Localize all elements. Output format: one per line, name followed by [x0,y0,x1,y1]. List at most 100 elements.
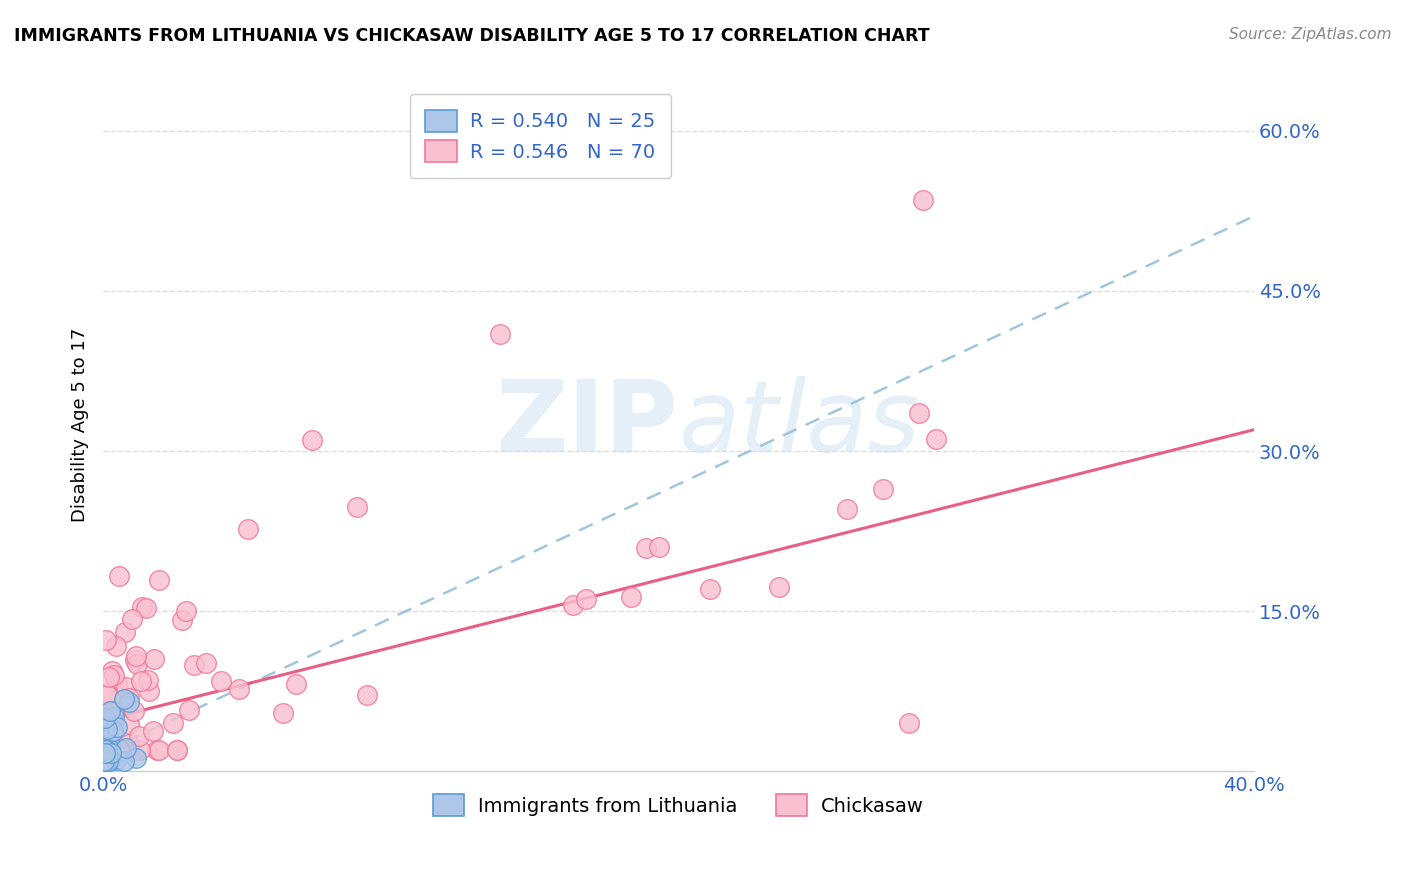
Point [125,649,148,664]
Point [118,716,141,731]
Point [96,723,118,737]
Point [108,743,131,757]
Point [100,664,122,678]
Point [142,724,165,739]
Point [236,522,259,536]
Point [211,673,233,688]
Point [105,720,128,734]
Point [194,656,217,670]
Point [271,706,294,720]
Point [103,710,125,724]
Point [284,676,307,690]
Point [96,686,118,700]
Point [166,743,188,757]
Point [148,574,170,588]
Point [118,691,141,706]
Point [911,193,934,207]
Point [96,688,118,702]
Point [103,704,125,718]
Point [94,711,117,725]
Point [98,670,121,684]
Point [124,652,146,666]
Point [114,625,136,640]
Point [148,743,170,757]
Point [166,743,188,757]
Point [94,633,117,648]
Point [699,582,721,596]
Point [619,590,641,604]
Point [115,680,138,694]
Point [112,691,135,706]
Point [768,580,790,594]
Point [121,612,143,626]
Point [634,541,657,555]
Text: atlas: atlas [679,376,920,473]
Point [574,591,596,606]
Point [897,716,920,731]
Point [136,673,159,687]
Point [561,598,583,612]
Point [98,705,121,719]
Point [100,743,122,757]
Point [872,482,894,496]
Point [112,754,135,768]
Point [138,684,160,698]
Point [100,747,122,761]
Point [94,743,117,757]
Point [105,677,128,691]
Point [93,740,115,755]
Point [128,729,150,743]
Point [129,743,152,757]
Point [115,740,138,755]
Point [93,736,115,750]
Point [170,613,193,627]
Point [108,743,131,757]
Point [301,434,323,448]
Point [96,710,118,724]
Point [103,668,125,682]
Point [94,720,117,734]
Point [129,674,152,689]
Point [648,541,671,555]
Point [98,738,121,752]
Point [174,604,197,618]
Point [925,432,948,446]
Point [177,703,200,717]
Point [97,720,120,734]
Point [125,657,148,672]
Point [908,405,931,419]
Point [94,743,117,757]
Point [94,747,117,761]
Point [489,326,512,341]
Point [835,501,858,516]
Point [101,724,124,739]
Point [97,754,120,768]
Y-axis label: Disability Age 5 to 17: Disability Age 5 to 17 [72,327,89,522]
Point [356,688,378,702]
Point [162,716,184,731]
Point [146,743,169,757]
Point [98,742,121,756]
Point [228,681,250,696]
Point [112,743,135,757]
Point [105,753,128,767]
Point [107,569,129,583]
Point [98,743,121,757]
Point [93,754,115,768]
Point [98,754,121,768]
Point [105,639,128,653]
Point [135,601,157,615]
Point [183,657,205,672]
Point [122,704,145,718]
Point [131,599,153,614]
Text: ZIP: ZIP [495,376,679,473]
Text: Source: ZipAtlas.com: Source: ZipAtlas.com [1229,27,1392,42]
Point [118,737,141,751]
Point [94,754,117,768]
Point [143,652,166,666]
Legend: Immigrants from Lithuania, Chickasaw: Immigrants from Lithuania, Chickasaw [426,786,932,824]
Point [118,695,141,709]
Point [346,500,368,515]
Point [125,750,148,764]
Text: IMMIGRANTS FROM LITHUANIA VS CHICKASAW DISABILITY AGE 5 TO 17 CORRELATION CHART: IMMIGRANTS FROM LITHUANIA VS CHICKASAW D… [14,27,929,45]
